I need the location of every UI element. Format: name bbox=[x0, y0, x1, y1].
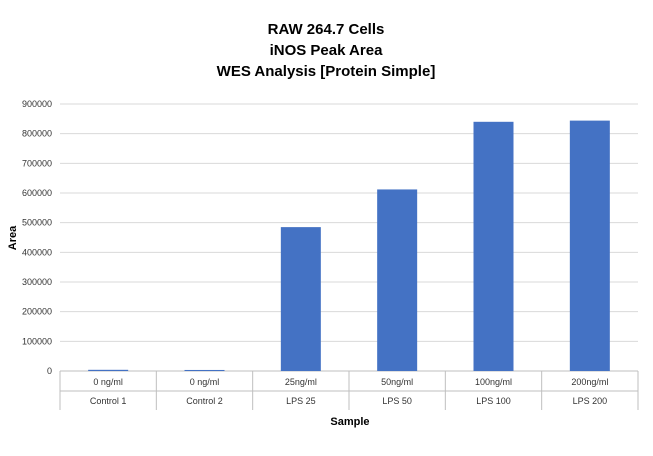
y-tick-label: 700000 bbox=[22, 158, 52, 168]
y-tick-label: 100000 bbox=[22, 336, 52, 346]
y-tick-label: 500000 bbox=[22, 218, 52, 228]
y-tick-label: 400000 bbox=[22, 247, 52, 257]
x-tick-label-concentration: 50ng/ml bbox=[381, 377, 413, 387]
x-tick-label-group: LPS 50 bbox=[382, 396, 412, 406]
x-tick-label-group: LPS 100 bbox=[476, 396, 511, 406]
x-tick-label-group: LPS 25 bbox=[286, 396, 316, 406]
bar bbox=[569, 120, 610, 371]
bar bbox=[377, 189, 418, 371]
gridlines bbox=[60, 103, 638, 372]
y-axis-tick-labels: 0 100000 200000 300000 400000 500000 600000 700… bbox=[22, 99, 52, 376]
chart-title-line-3: WES Analysis [Protein Simple] bbox=[217, 63, 436, 80]
bar bbox=[184, 369, 225, 371]
x-tick-label-concentration: 0 ng/ml bbox=[93, 377, 123, 387]
chart-title-line-1: RAW 264.7 Cells bbox=[268, 21, 385, 38]
y-tick-label: 900000 bbox=[22, 99, 52, 109]
x-tick-label-concentration: 200ng/ml bbox=[571, 377, 608, 387]
bar bbox=[88, 369, 129, 371]
bar bbox=[280, 227, 321, 371]
x-tick-label-group: LPS 200 bbox=[573, 396, 608, 406]
y-tick-label: 300000 bbox=[22, 277, 52, 287]
x-tick-label-concentration: 100ng/ml bbox=[475, 377, 512, 387]
y-tick-label: 0 bbox=[47, 366, 52, 376]
x-tick-label-group: Control 1 bbox=[90, 396, 127, 406]
x-tick-label-concentration: 25ng/ml bbox=[285, 377, 317, 387]
y-tick-label: 600000 bbox=[22, 188, 52, 198]
x-tick-label-group: Control 2 bbox=[186, 396, 223, 406]
y-tick-label: 200000 bbox=[22, 307, 52, 317]
x-axis: 0 ng/ml Control 1 0 ng/ml Control 2 25ng/ml L… bbox=[59, 371, 639, 410]
y-axis-title: Area bbox=[7, 225, 19, 250]
chart-title: RAW 264.7 Cells iNOS Peak Area WES Analy… bbox=[217, 21, 436, 80]
x-axis-title: Sample bbox=[330, 416, 369, 428]
chart-title-line-2: iNOS Peak Area bbox=[270, 42, 383, 59]
y-tick-label: 800000 bbox=[22, 129, 52, 139]
x-tick-label-concentration: 0 ng/ml bbox=[190, 377, 220, 387]
bar bbox=[473, 121, 514, 371]
bars bbox=[88, 120, 610, 371]
